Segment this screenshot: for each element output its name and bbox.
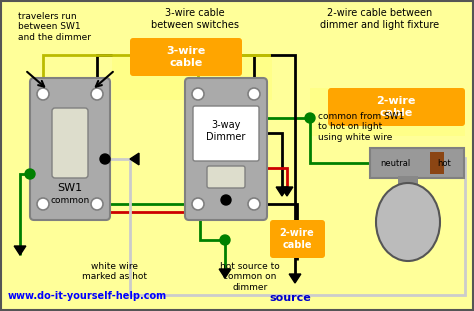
Bar (112, 55, 272, 100)
Text: hot source to
common on
dimmer: hot source to common on dimmer (220, 262, 280, 292)
Bar (370, 148, 464, 178)
Circle shape (37, 88, 49, 100)
FancyBboxPatch shape (185, 78, 267, 220)
Circle shape (192, 198, 204, 210)
Circle shape (91, 198, 103, 210)
Polygon shape (14, 246, 26, 255)
Text: hot: hot (437, 159, 451, 168)
Bar (430, 152, 444, 174)
Circle shape (220, 235, 230, 245)
Ellipse shape (376, 183, 440, 261)
Circle shape (248, 198, 260, 210)
Circle shape (91, 88, 103, 100)
Circle shape (25, 169, 35, 179)
FancyBboxPatch shape (52, 108, 88, 178)
Text: common: common (50, 196, 90, 205)
Text: source: source (269, 293, 311, 303)
Polygon shape (130, 153, 139, 165)
Polygon shape (281, 187, 293, 196)
Bar (310, 88, 465, 136)
Text: travelers run
between SW1
and the dimmer: travelers run between SW1 and the dimmer (18, 12, 91, 42)
Text: neutral: neutral (380, 159, 410, 168)
FancyBboxPatch shape (270, 220, 325, 258)
Text: SW1: SW1 (57, 183, 82, 193)
Bar (398, 176, 418, 190)
Polygon shape (219, 269, 231, 278)
Circle shape (221, 195, 231, 205)
Text: 2-wire
cable: 2-wire cable (376, 96, 416, 118)
FancyBboxPatch shape (328, 88, 465, 126)
Polygon shape (276, 187, 288, 196)
Text: www.do-it-yourself-help.com: www.do-it-yourself-help.com (8, 291, 167, 301)
Circle shape (248, 88, 260, 100)
FancyBboxPatch shape (207, 166, 245, 188)
Circle shape (192, 88, 204, 100)
Text: 3-wire
cable: 3-wire cable (166, 46, 206, 68)
Text: 2-wire
cable: 2-wire cable (280, 228, 314, 250)
Text: 3-way
Dimmer: 3-way Dimmer (206, 120, 246, 142)
Polygon shape (289, 274, 301, 283)
Text: white wire
marked as hot: white wire marked as hot (82, 262, 147, 281)
Text: 2-wire cable between
dimmer and light fixture: 2-wire cable between dimmer and light fi… (320, 8, 439, 30)
FancyBboxPatch shape (30, 78, 110, 220)
FancyBboxPatch shape (193, 106, 259, 161)
Circle shape (100, 154, 110, 164)
Circle shape (305, 113, 315, 123)
Circle shape (37, 198, 49, 210)
Text: 3-wire cable
between switches: 3-wire cable between switches (151, 8, 239, 30)
Text: common from SW1
to hot on light
using white wire: common from SW1 to hot on light using wh… (318, 112, 404, 142)
FancyBboxPatch shape (130, 38, 242, 76)
